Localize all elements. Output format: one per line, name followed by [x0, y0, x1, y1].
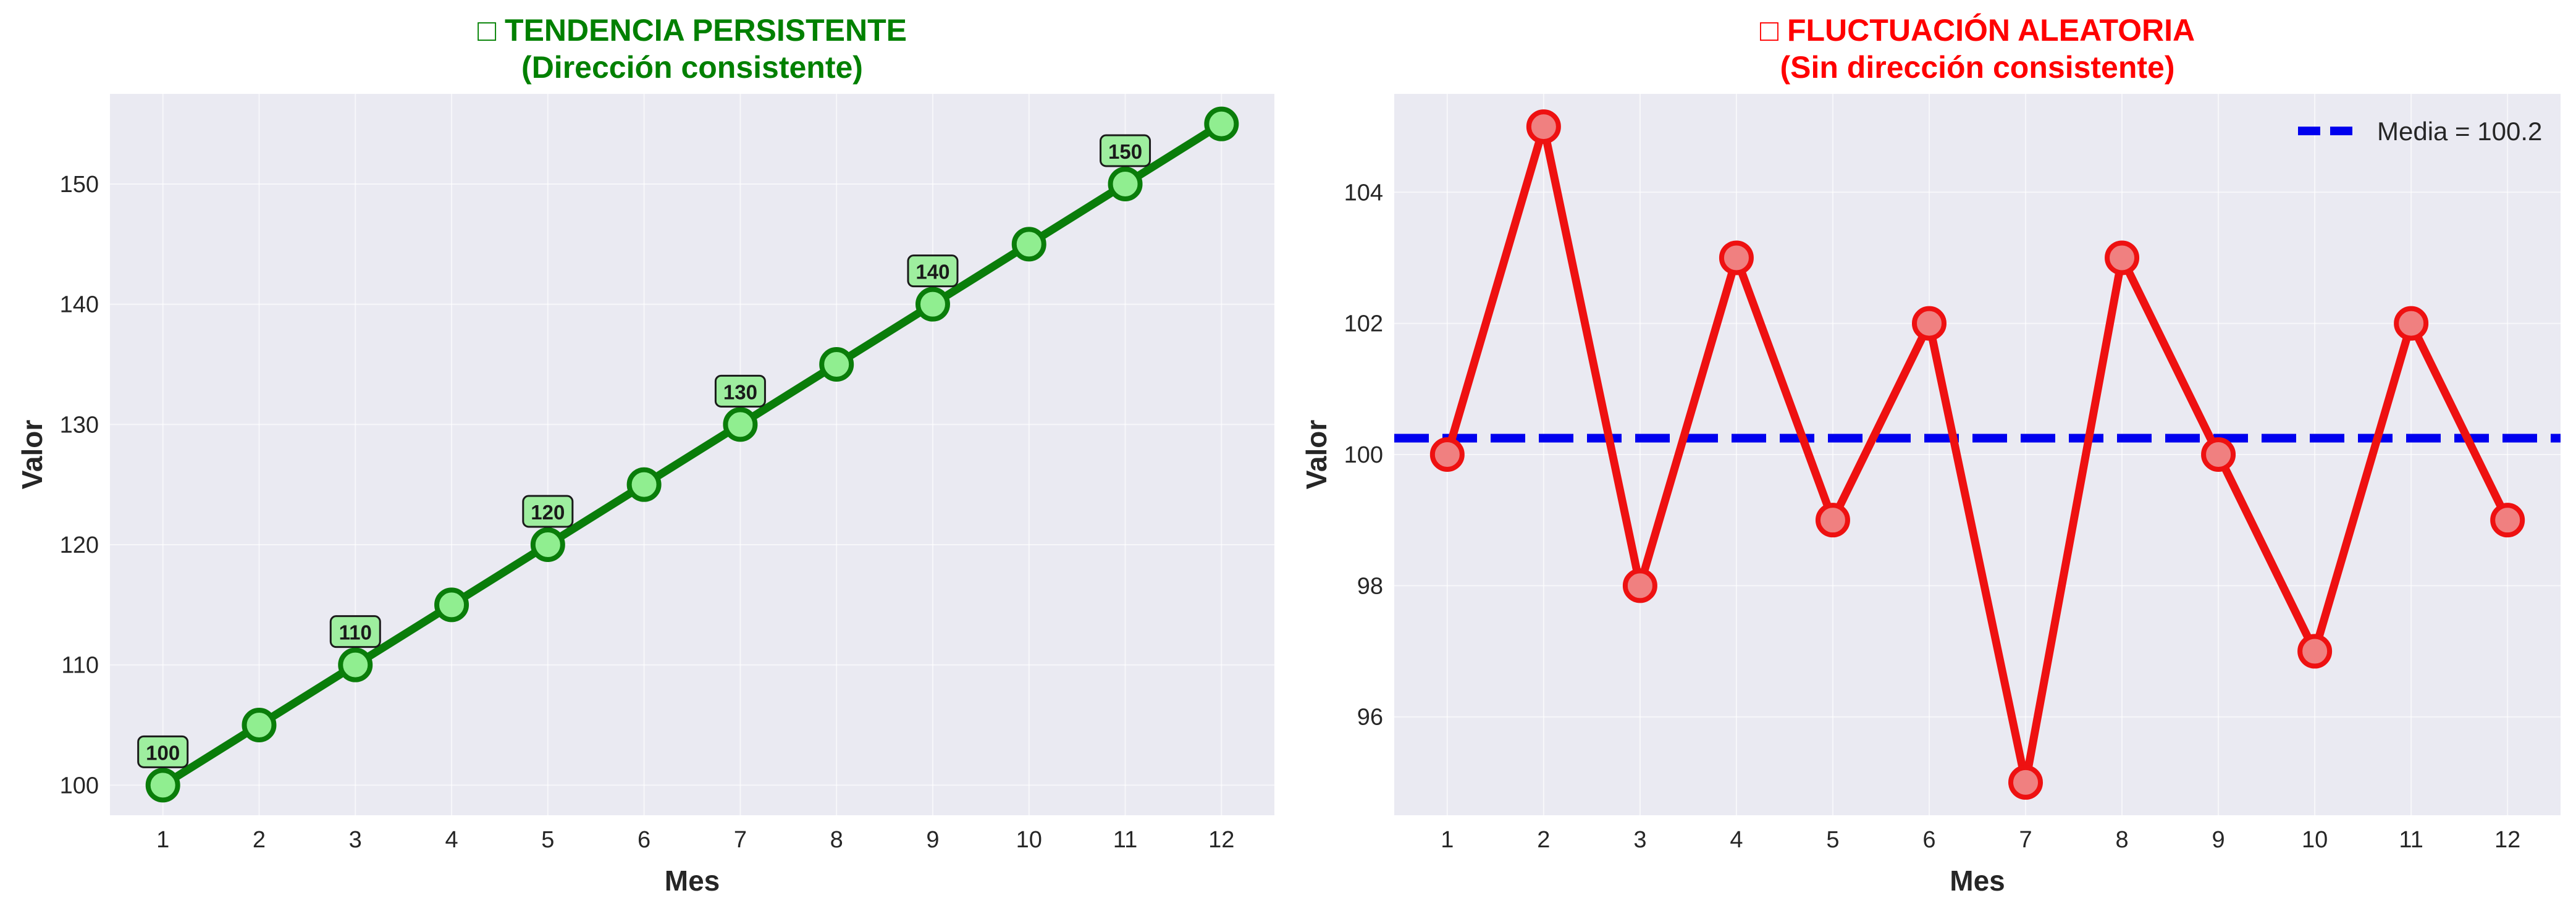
data-label: 120: [531, 501, 565, 524]
y-tick-label: 120: [60, 532, 99, 558]
y-tick-label: 102: [1344, 311, 1383, 337]
data-point: [723, 407, 758, 442]
y-axis-label: Valor: [16, 420, 48, 490]
data-point: [2105, 240, 2140, 275]
y-tick-label: 140: [60, 292, 99, 318]
y-tick-label: 130: [60, 412, 99, 438]
x-tick-label: 2: [1537, 827, 1550, 853]
chart-title: □ TENDENCIA PERSISTENTE: [478, 13, 907, 48]
data-point: [1719, 240, 1754, 275]
data-point: [626, 467, 662, 502]
title-text: TENDENCIA PERSISTENTE: [496, 13, 907, 48]
series-line: [1443, 122, 2512, 787]
data-point: [2008, 765, 2044, 800]
x-tick-label: 1: [156, 827, 169, 853]
data-point: [2490, 503, 2525, 538]
y-axis-label: Valor: [1300, 420, 1332, 490]
data-label: 150: [1108, 140, 1142, 163]
data-point: [1911, 306, 1947, 341]
x-tick-label: 8: [2115, 827, 2128, 853]
x-tick-label: 6: [638, 827, 650, 853]
chart-subtitle: (Dirección consistente): [521, 50, 863, 85]
data-label: 110: [339, 621, 372, 644]
x-tick-label: 3: [349, 827, 362, 853]
x-tick-label: 9: [926, 827, 939, 853]
data-label: 100: [146, 741, 180, 764]
x-axis-label: Mes: [1950, 865, 2005, 897]
series-line: [161, 120, 1224, 789]
y-tick-label: 96: [1357, 705, 1383, 731]
chart-subtitle: (Sin dirección consistente): [1780, 50, 2174, 85]
x-tick-label: 8: [830, 827, 843, 853]
data-label-box: [1100, 134, 1151, 167]
data-label-box: [522, 495, 574, 528]
y-tick-label: 110: [61, 653, 99, 679]
x-tick-label: 10: [1016, 827, 1042, 853]
x-axis-label: Mes: [665, 865, 720, 897]
data-label-box: [907, 254, 959, 288]
y-tick-label: 100: [60, 773, 99, 799]
y-tick-label: 100: [1344, 442, 1383, 468]
x-tick-label: 7: [734, 827, 747, 853]
data-point: [1011, 227, 1046, 262]
data-point: [434, 587, 469, 623]
data-point: [1429, 437, 1465, 472]
x-tick-label: 4: [445, 827, 458, 853]
x-tick-label: 11: [2399, 827, 2423, 853]
title-text: FLUCTUACIÓN ALEATORIA: [1778, 13, 2195, 48]
x-tick-label: 5: [1826, 827, 1839, 853]
data-label-box: [714, 374, 766, 408]
x-tick-label: 9: [2212, 827, 2225, 853]
data-point: [819, 347, 854, 382]
x-tick-label: 4: [1730, 827, 1743, 853]
x-tick-label: 7: [2019, 827, 2032, 853]
x-tick-label: 5: [541, 827, 554, 853]
x-tick-label: 11: [1113, 827, 1137, 853]
trend-chart-panel: 1 2 3 4 5 6 7 8 9 10 11 12100110120130140150MesValo…: [16, 13, 1274, 897]
x-tick-label: 3: [1633, 827, 1646, 853]
data-point: [2201, 437, 2236, 472]
x-tick-label: 12: [2494, 827, 2520, 853]
x-tick-label: 10: [2302, 827, 2328, 853]
x-tick-label: 12: [1208, 827, 1234, 853]
title-icon: □: [1760, 13, 1779, 48]
data-point: [242, 708, 277, 742]
x-tick-label: 6: [1922, 827, 1935, 853]
data-point: [1204, 106, 1239, 141]
data-point: [2297, 634, 2333, 669]
data-label: 140: [915, 261, 949, 283]
data-label-box: [329, 615, 381, 648]
data-point: [1526, 109, 1561, 145]
data-point: [145, 768, 180, 803]
y-tick-label: 98: [1357, 573, 1383, 599]
data-point: [338, 647, 373, 682]
data-point: [530, 527, 565, 562]
y-tick-label: 104: [1344, 180, 1383, 206]
data-label: 130: [723, 380, 757, 403]
title-icon: □: [478, 13, 497, 48]
data-point: [1815, 503, 1850, 538]
data-point: [1108, 167, 1143, 201]
chart-title: □ FLUCTUACIÓN ALEATORIA: [1760, 13, 2195, 48]
y-tick-label: 150: [60, 172, 99, 198]
data-point: [915, 287, 950, 322]
data-point: [2394, 306, 2429, 341]
x-tick-label: 2: [253, 827, 266, 853]
legend-label: Media = 100.2: [2377, 117, 2542, 146]
x-tick-label: 1: [1441, 827, 1454, 853]
data-label-box: [137, 735, 189, 768]
data-point: [1622, 568, 1657, 603]
